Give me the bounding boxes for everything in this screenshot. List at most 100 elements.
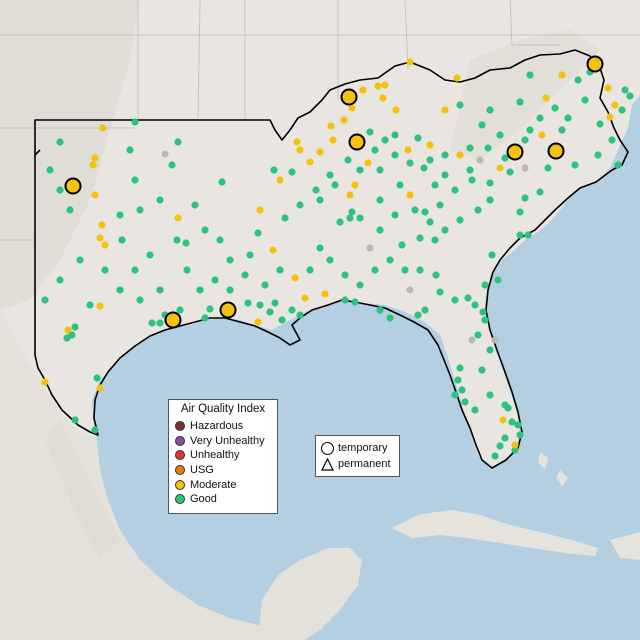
good-monitor-marker[interactable] <box>366 128 374 136</box>
good-monitor-marker[interactable] <box>626 92 634 100</box>
good-monitor-marker[interactable] <box>481 316 489 324</box>
good-monitor-marker[interactable] <box>441 226 449 234</box>
good-monitor-marker[interactable] <box>526 126 534 134</box>
good-monitor-marker[interactable] <box>432 271 440 279</box>
good-monitor-marker[interactable] <box>116 286 124 294</box>
moderate-monitor-marker[interactable] <box>542 94 550 102</box>
good-monitor-marker[interactable] <box>479 308 487 316</box>
good-monitor-marker[interactable] <box>71 416 79 424</box>
temporary-monitor-marker[interactable] <box>506 143 524 161</box>
good-monitor-marker[interactable] <box>341 271 349 279</box>
good-monitor-marker[interactable] <box>71 323 79 331</box>
good-monitor-marker[interactable] <box>441 171 449 179</box>
good-monitor-marker[interactable] <box>621 86 629 94</box>
good-monitor-marker[interactable] <box>486 196 494 204</box>
good-monitor-marker[interactable] <box>281 214 289 222</box>
good-monitor-marker[interactable] <box>226 256 234 264</box>
no-data-monitor-marker[interactable] <box>406 286 414 294</box>
moderate-monitor-marker[interactable] <box>316 148 324 156</box>
good-monitor-marker[interactable] <box>441 151 449 159</box>
moderate-monitor-marker[interactable] <box>101 241 109 249</box>
good-monitor-marker[interactable] <box>288 168 296 176</box>
good-monitor-marker[interactable] <box>544 164 552 172</box>
moderate-monitor-marker[interactable] <box>293 138 301 146</box>
good-monitor-marker[interactable] <box>521 136 529 144</box>
moderate-monitor-marker[interactable] <box>296 146 304 154</box>
good-monitor-marker[interactable] <box>266 308 274 316</box>
good-monitor-marker[interactable] <box>376 226 384 234</box>
good-monitor-marker[interactable] <box>346 214 354 222</box>
good-monitor-marker[interactable] <box>376 196 384 204</box>
good-monitor-marker[interactable] <box>521 194 529 202</box>
moderate-monitor-marker[interactable] <box>538 131 546 139</box>
good-monitor-marker[interactable] <box>426 156 434 164</box>
no-data-monitor-marker[interactable] <box>366 244 374 252</box>
moderate-monitor-marker[interactable] <box>379 94 387 102</box>
good-monitor-marker[interactable] <box>504 404 512 412</box>
moderate-monitor-marker[interactable] <box>321 290 329 298</box>
good-monitor-marker[interactable] <box>618 106 626 114</box>
moderate-monitor-marker[interactable] <box>89 161 97 169</box>
good-monitor-marker[interactable] <box>348 208 356 216</box>
moderate-monitor-marker[interactable] <box>91 191 99 199</box>
good-monitor-marker[interactable] <box>478 366 486 374</box>
good-monitor-marker[interactable] <box>571 161 579 169</box>
good-monitor-marker[interactable] <box>356 281 364 289</box>
good-monitor-marker[interactable] <box>211 276 219 284</box>
good-monitor-marker[interactable] <box>421 306 429 314</box>
good-monitor-marker[interactable] <box>426 218 434 226</box>
good-monitor-marker[interactable] <box>136 296 144 304</box>
good-monitor-marker[interactable] <box>118 236 126 244</box>
good-monitor-marker[interactable] <box>91 426 99 434</box>
good-monitor-marker[interactable] <box>464 294 472 302</box>
good-monitor-marker[interactable] <box>416 234 424 242</box>
good-monitor-marker[interactable] <box>398 241 406 249</box>
good-monitor-marker[interactable] <box>516 98 524 106</box>
moderate-monitor-marker[interactable] <box>291 274 299 282</box>
good-monitor-marker[interactable] <box>131 118 139 126</box>
good-monitor-marker[interactable] <box>288 306 296 314</box>
good-monitor-marker[interactable] <box>376 306 384 314</box>
good-monitor-marker[interactable] <box>66 206 74 214</box>
good-monitor-marker[interactable] <box>524 231 532 239</box>
good-monitor-marker[interactable] <box>56 276 64 284</box>
good-monitor-marker[interactable] <box>246 251 254 259</box>
moderate-monitor-marker[interactable] <box>254 318 262 326</box>
good-monitor-marker[interactable] <box>614 161 622 169</box>
good-monitor-marker[interactable] <box>261 281 269 289</box>
no-data-monitor-marker[interactable] <box>476 156 484 164</box>
good-monitor-marker[interactable] <box>356 166 364 174</box>
moderate-monitor-marker[interactable] <box>306 158 314 166</box>
good-monitor-marker[interactable] <box>416 266 424 274</box>
good-monitor-marker[interactable] <box>471 301 479 309</box>
moderate-monitor-marker[interactable] <box>611 101 619 109</box>
good-monitor-marker[interactable] <box>63 334 71 342</box>
moderate-monitor-marker[interactable] <box>99 124 107 132</box>
good-monitor-marker[interactable] <box>471 406 479 414</box>
good-monitor-marker[interactable] <box>371 266 379 274</box>
moderate-monitor-marker[interactable] <box>381 81 389 89</box>
good-monitor-marker[interactable] <box>508 418 516 426</box>
good-monitor-marker[interactable] <box>516 208 524 216</box>
moderate-monitor-marker[interactable] <box>256 206 264 214</box>
good-monitor-marker[interactable] <box>391 131 399 139</box>
good-monitor-marker[interactable] <box>86 301 94 309</box>
good-monitor-marker[interactable] <box>254 229 262 237</box>
good-monitor-marker[interactable] <box>506 168 514 176</box>
good-monitor-marker[interactable] <box>176 306 184 314</box>
moderate-monitor-marker[interactable] <box>269 246 277 254</box>
no-data-monitor-marker[interactable] <box>468 336 476 344</box>
good-monitor-marker[interactable] <box>56 138 64 146</box>
moderate-monitor-marker[interactable] <box>456 151 464 159</box>
moderate-monitor-marker[interactable] <box>276 176 284 184</box>
good-monitor-marker[interactable] <box>431 181 439 189</box>
good-monitor-marker[interactable] <box>486 391 494 399</box>
moderate-monitor-marker[interactable] <box>96 384 104 392</box>
moderate-monitor-marker[interactable] <box>346 191 354 199</box>
good-monitor-marker[interactable] <box>501 434 509 442</box>
good-monitor-marker[interactable] <box>574 76 582 84</box>
good-monitor-marker[interactable] <box>496 131 504 139</box>
good-monitor-marker[interactable] <box>420 164 428 172</box>
moderate-monitor-marker[interactable] <box>348 104 356 112</box>
good-monitor-marker[interactable] <box>461 398 469 406</box>
